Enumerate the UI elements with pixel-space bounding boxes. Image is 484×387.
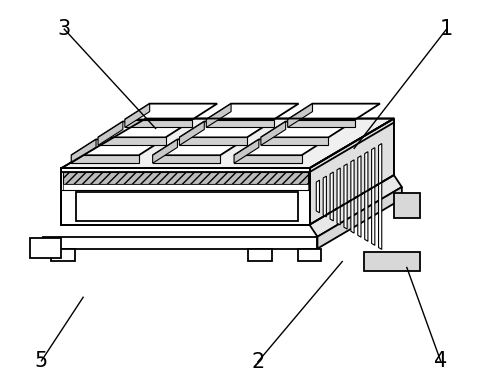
Polygon shape <box>61 168 309 225</box>
Polygon shape <box>234 139 258 163</box>
Polygon shape <box>234 155 301 163</box>
Polygon shape <box>247 248 271 260</box>
Polygon shape <box>297 248 321 260</box>
Polygon shape <box>316 180 319 213</box>
Polygon shape <box>76 192 297 221</box>
Polygon shape <box>287 120 354 127</box>
Polygon shape <box>287 104 379 120</box>
Polygon shape <box>206 104 298 120</box>
Polygon shape <box>336 168 340 225</box>
Polygon shape <box>363 252 419 271</box>
Polygon shape <box>206 120 273 127</box>
Polygon shape <box>61 118 393 168</box>
Polygon shape <box>371 147 374 245</box>
Polygon shape <box>124 104 217 120</box>
Text: 5: 5 <box>35 351 48 371</box>
Polygon shape <box>98 137 165 146</box>
Polygon shape <box>44 237 317 248</box>
Polygon shape <box>30 238 61 257</box>
Polygon shape <box>152 155 220 163</box>
Polygon shape <box>71 139 96 163</box>
Polygon shape <box>317 187 401 248</box>
Polygon shape <box>98 122 122 146</box>
Polygon shape <box>206 104 230 127</box>
Polygon shape <box>124 104 150 127</box>
Polygon shape <box>179 122 204 146</box>
Polygon shape <box>234 139 326 155</box>
Polygon shape <box>309 175 401 237</box>
Text: 1: 1 <box>439 19 452 39</box>
Polygon shape <box>287 104 312 127</box>
Polygon shape <box>51 248 75 260</box>
Polygon shape <box>350 160 353 233</box>
Polygon shape <box>152 139 177 163</box>
Polygon shape <box>71 155 138 163</box>
Polygon shape <box>260 122 352 137</box>
Polygon shape <box>63 172 307 184</box>
Polygon shape <box>322 176 326 217</box>
Polygon shape <box>179 122 271 137</box>
Polygon shape <box>98 122 190 137</box>
Polygon shape <box>260 137 328 146</box>
Polygon shape <box>260 122 285 146</box>
Polygon shape <box>378 144 381 249</box>
Polygon shape <box>71 139 163 155</box>
Polygon shape <box>179 137 246 146</box>
Polygon shape <box>63 184 307 190</box>
Polygon shape <box>124 120 192 127</box>
Text: 4: 4 <box>433 351 446 371</box>
Text: 2: 2 <box>251 352 264 372</box>
Polygon shape <box>309 118 393 225</box>
Polygon shape <box>364 152 367 241</box>
Polygon shape <box>357 156 360 237</box>
Polygon shape <box>152 139 244 155</box>
Polygon shape <box>343 164 347 229</box>
Polygon shape <box>330 172 333 221</box>
Polygon shape <box>393 193 419 218</box>
Text: 3: 3 <box>58 19 71 39</box>
